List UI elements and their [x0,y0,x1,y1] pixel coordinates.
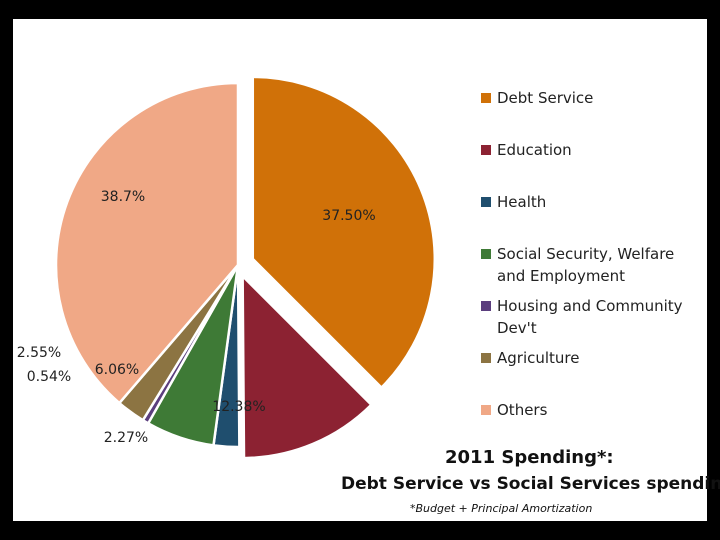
chart-subtitle: Debt Service vs Social Services spending [341,474,720,494]
legend-label: Housing and Community Dev't [497,297,683,337]
slice-label-health: 2.27% [104,430,148,446]
slice-label-housing: 0.54% [27,369,71,385]
legend-label: Agriculture [497,349,580,367]
legend-label: Education [497,141,572,159]
legend-item-debt-service: Debt Service [481,87,707,109]
pie-chart: 37.50% 12.38% 2.27% 6.06% 0.54% 2.55% 38.7% [17,75,437,460]
slice-label-education: 12.38% [212,399,265,415]
pie-slice-others [54,81,240,405]
legend-swatch [481,145,491,155]
legend-label: Health [497,193,547,211]
chart-footnote: *Budget + Principal Amortization [410,502,593,515]
legend-swatch [481,249,491,259]
legend-swatch [481,405,491,415]
legend-item-health: Health [481,191,707,213]
slice-label-debt-service: 37.50% [322,208,375,224]
slice-label-agriculture: 2.55% [17,345,61,361]
legend-swatch [481,301,491,311]
legend-label: Debt Service [497,89,594,107]
pie-slice-education [241,273,374,460]
chart-title: 2011 Spending*: [445,447,614,468]
slide-canvas: 37.50% 12.38% 2.27% 6.06% 0.54% 2.55% 38.7% De… [13,19,720,521]
slice-label-social-security: 6.06% [95,362,139,378]
legend-item-others: Others [481,399,707,421]
legend-swatch [481,197,491,207]
legend-item-housing: Housing and Community Dev't [481,295,707,339]
pie-slice-debt-service [251,75,437,390]
legend-swatch [481,93,491,103]
legend-item-agriculture: Agriculture [481,347,707,369]
legend-item-social-security: Social Security, Welfare and Employment [481,243,707,287]
legend-swatch [481,353,491,363]
legend-item-education: Education [481,139,707,161]
slice-label-others: 38.7% [101,189,145,205]
legend-label: Others [497,401,548,419]
legend-label: Social Security, Welfare and Employment [497,245,675,285]
